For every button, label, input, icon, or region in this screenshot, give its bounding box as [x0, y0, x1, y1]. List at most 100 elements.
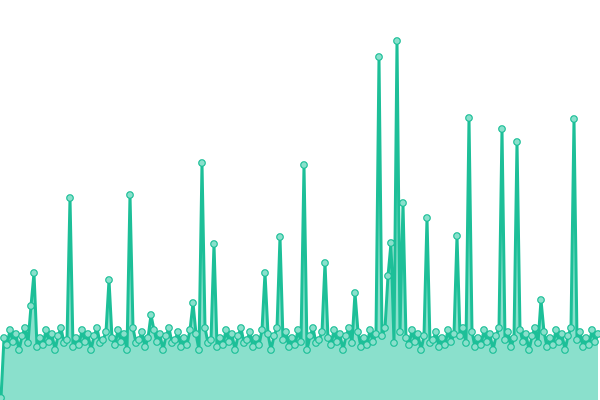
data-point: [18, 332, 26, 340]
data-point: [219, 341, 227, 349]
data-point: [552, 326, 560, 334]
data-point: [546, 334, 554, 342]
data-point: [9, 338, 17, 346]
data-point: [327, 341, 335, 349]
data-point: [462, 339, 470, 347]
data-point: [315, 336, 323, 344]
data-point: [27, 302, 35, 310]
data-point: [363, 341, 371, 349]
data-point: [306, 332, 314, 340]
data-point: [399, 199, 407, 207]
data-point: [531, 324, 539, 332]
data-point: [30, 269, 38, 277]
data-point: [378, 332, 386, 340]
data-point: [507, 343, 515, 351]
data-point: [360, 334, 368, 342]
data-point: [375, 53, 383, 61]
data-point: [402, 334, 410, 342]
data-point: [591, 338, 599, 346]
data-point: [63, 336, 71, 344]
data-point: [51, 346, 59, 354]
data-point: [222, 326, 230, 334]
data-point: [393, 37, 401, 45]
data-point: [438, 334, 446, 342]
data-point: [321, 259, 329, 267]
data-point: [270, 332, 278, 340]
data-point: [324, 334, 332, 342]
data-point: [333, 338, 341, 346]
data-point: [519, 338, 527, 346]
data-point: [198, 159, 206, 167]
data-point: [498, 125, 506, 133]
data-point: [294, 326, 302, 334]
data-point: [396, 328, 404, 336]
data-point: [468, 328, 476, 336]
data-point: [3, 341, 11, 349]
data-point: [243, 336, 251, 344]
data-point: [234, 332, 242, 340]
data-point: [6, 326, 14, 334]
data-point: [339, 346, 347, 354]
data-point: [237, 324, 245, 332]
data-point: [384, 272, 392, 280]
data-point: [75, 341, 83, 349]
data-point: [117, 338, 125, 346]
data-point: [345, 324, 353, 332]
data-point: [255, 341, 263, 349]
data-point: [90, 332, 98, 340]
data-point: [582, 334, 590, 342]
data-point: [549, 341, 557, 349]
data-point: [594, 330, 600, 338]
data-point: [501, 336, 509, 344]
data-point: [366, 326, 374, 334]
data-point: [180, 334, 188, 342]
data-point: [480, 326, 488, 334]
data-point: [495, 324, 503, 332]
data-point: [15, 346, 23, 354]
data-point: [387, 239, 395, 247]
data-point: [423, 214, 431, 222]
data-point: [93, 324, 101, 332]
data-point: [303, 346, 311, 354]
data-point: [144, 334, 152, 342]
data-point: [162, 332, 170, 340]
data-point: [537, 296, 545, 304]
data-point: [348, 339, 356, 347]
data-point: [411, 338, 419, 346]
data-point: [141, 343, 149, 351]
data-point: [309, 324, 317, 332]
data-point: [231, 346, 239, 354]
data-point: [504, 328, 512, 336]
data-point: [126, 191, 134, 199]
data-point: [225, 338, 233, 346]
data-point: [417, 346, 425, 354]
data-point: [441, 341, 449, 349]
data-point: [123, 346, 131, 354]
data-point: [297, 338, 305, 346]
data-point: [189, 299, 197, 307]
data-point: [267, 346, 275, 354]
data-point: [288, 334, 296, 342]
data-point: [57, 324, 65, 332]
data-point: [489, 346, 497, 354]
data-point: [165, 324, 173, 332]
data-point: [153, 338, 161, 346]
data-point: [570, 115, 578, 123]
data-point: [21, 324, 29, 332]
data-point: [120, 330, 128, 338]
data-point: [210, 240, 218, 248]
data-point: [216, 334, 224, 342]
data-point: [291, 341, 299, 349]
data-point: [342, 332, 350, 340]
data-point: [174, 328, 182, 336]
data-point: [534, 339, 542, 347]
data-point: [102, 328, 110, 336]
data-point: [567, 324, 575, 332]
data-point: [420, 332, 428, 340]
data-point: [477, 341, 485, 349]
data-point: [252, 334, 260, 342]
data-point: [390, 339, 398, 347]
data-points: [0, 37, 600, 400]
data-point: [108, 334, 116, 342]
data-point: [456, 332, 464, 340]
